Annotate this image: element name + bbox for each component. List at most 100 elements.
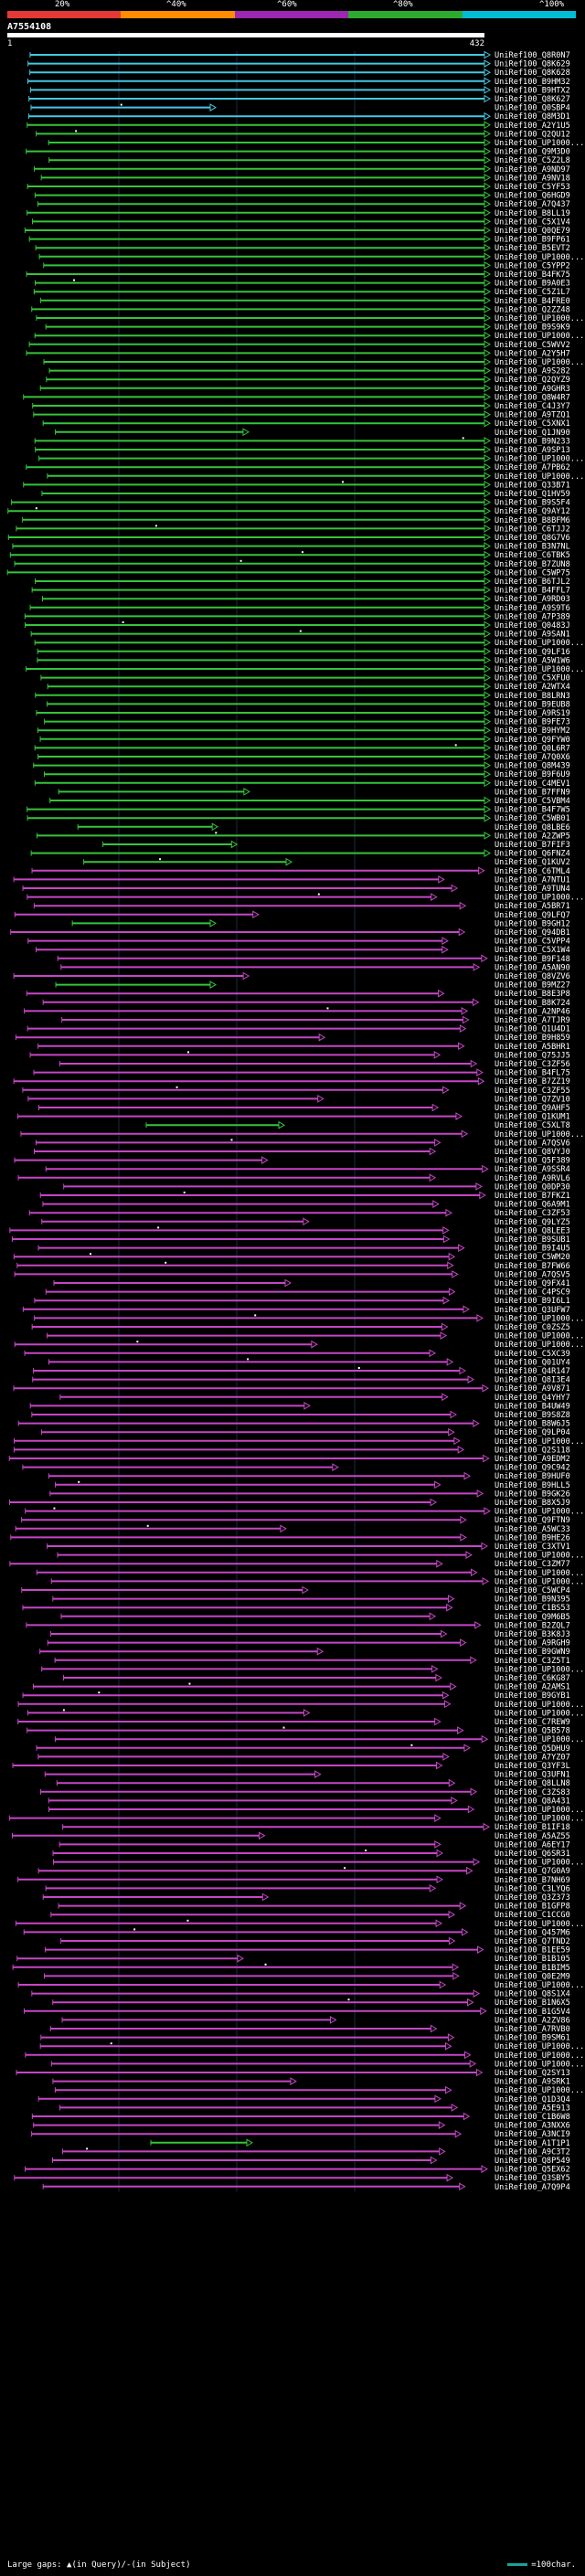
hit-row[interactable]: UniRef100_Q8LEE3 <box>9 1226 570 1235</box>
hit-row[interactable]: UniRef100_A9RS19 <box>36 708 570 718</box>
hit-row[interactable]: UniRef100_A7YZ07 <box>37 1753 570 1762</box>
hit-row[interactable]: UniRef100_Q3SBY5 <box>14 2173 570 2183</box>
hit-row[interactable]: UniRef100_B9SM61 <box>40 2033 570 2043</box>
hit-row[interactable]: UniRef100_C7REW9 <box>17 1717 570 1727</box>
hit-row[interactable]: UniRef100_UP1000... <box>15 1919 584 1929</box>
hit-row[interactable]: UniRef100_Q5EX62 <box>25 2165 570 2175</box>
hit-row[interactable]: UniRef100_Q9C942 <box>22 1463 570 1473</box>
hit-row[interactable]: UniRef100_Q8LLN8 <box>56 1778 570 1788</box>
hit-row[interactable]: UniRef100_Q6SR31 <box>52 1849 570 1859</box>
hit-row[interactable]: UniRef100_Q1HV59 <box>41 489 570 499</box>
hit-row[interactable]: UniRef100_UP1000... <box>25 1507 585 1517</box>
hit-row[interactable]: UniRef100_A6EY17 <box>58 1840 570 1850</box>
hit-row[interactable]: UniRef100_A9C3T2 <box>61 2147 570 2157</box>
hit-row[interactable]: UniRef100_B9HTX2 <box>30 86 570 95</box>
hit-row[interactable]: UniRef100_UP1000... <box>38 252 584 262</box>
hit-row[interactable]: UniRef100_A9ND97 <box>34 164 570 175</box>
hit-row[interactable]: UniRef100_B9HUF0 <box>48 1471 570 1481</box>
hit-row[interactable]: UniRef100_A2Y5H7 <box>26 349 570 358</box>
hit-row[interactable]: UniRef100_Q2ZZ48 <box>31 305 570 314</box>
hit-row[interactable]: UniRef100_UP1000... <box>34 1314 585 1323</box>
hit-row[interactable]: UniRef100_C5XFU0 <box>40 673 570 684</box>
hit-row[interactable]: UniRef100_B9GK26 <box>49 1489 570 1499</box>
hit-row[interactable]: UniRef100_Q1KUV2 <box>83 857 570 867</box>
hit-row[interactable]: UniRef100_B8LL19 <box>27 208 570 218</box>
hit-row[interactable]: UniRef100_Q33B71 <box>23 481 570 490</box>
hit-row[interactable]: UniRef100_Q2QU12 <box>36 130 570 139</box>
hit-row[interactable]: UniRef100_A5W1W6 <box>37 656 570 665</box>
hit-row[interactable]: UniRef100_UP1000... <box>48 1805 585 1815</box>
hit-row[interactable]: UniRef100_C5XLT8 <box>145 1120 570 1130</box>
hit-row[interactable]: UniRef100_Q8R0N7 <box>29 50 570 60</box>
hit-row[interactable]: UniRef100_C5VPP4 <box>27 937 570 947</box>
hit-row[interactable]: UniRef100_C1BS53 <box>22 1603 570 1613</box>
hit-row[interactable]: UniRef100_C5X1W4 <box>36 945 570 955</box>
hit-row[interactable]: UniRef100_B8BFM6 <box>22 515 570 525</box>
hit-row[interactable]: UniRef100_UP1000... <box>57 1551 584 1561</box>
hit-row[interactable]: UniRef100_Q5DHU9 <box>36 1744 570 1754</box>
hit-row[interactable]: UniRef100_B4FK75 <box>26 270 570 280</box>
hit-row[interactable]: UniRef100_Q4R147 <box>33 1366 570 1376</box>
hit-row[interactable]: UniRef100_UP1000... <box>41 1665 585 1674</box>
hit-row[interactable]: UniRef100_UP1000... <box>8 1814 584 1824</box>
hit-row[interactable]: UniRef100_A7QSV6 <box>35 1139 570 1148</box>
hit-row[interactable]: UniRef100_Q457M6 <box>23 1928 570 1937</box>
hit-row[interactable]: UniRef100_Q8S1X4 <box>31 1989 570 1999</box>
hit-row[interactable]: UniRef100_B9HLL5 <box>54 1480 570 1490</box>
hit-row[interactable]: UniRef100_B9S8Z8 <box>31 1410 570 1420</box>
hit-row[interactable]: UniRef100_Q9FTN9 <box>21 1515 570 1525</box>
hit-row[interactable]: UniRef100_Q3UFW7 <box>22 1305 570 1315</box>
hit-row[interactable]: UniRef100_B1EE59 <box>44 1945 570 1956</box>
hit-row[interactable]: UniRef100_A9RGH9 <box>47 1638 570 1648</box>
hit-row[interactable]: UniRef100_B9FE73 <box>44 717 570 727</box>
hit-row[interactable]: UniRef100_C6TBK5 <box>9 550 570 560</box>
hit-row[interactable]: UniRef100_Q9LF16 <box>37 647 570 657</box>
hit-row[interactable]: UniRef100_C5YPP2 <box>43 261 570 270</box>
hit-row[interactable]: UniRef100_Q8I3E4 <box>32 1375 570 1385</box>
hit-row[interactable]: UniRef100_B8E3P8 <box>26 989 570 999</box>
hit-row[interactable]: UniRef100_UP1000... <box>50 2060 584 2069</box>
hit-row[interactable]: UniRef100_C3ZF53 <box>28 1208 570 1218</box>
hit-row[interactable]: UniRef100_B3K8J3 <box>50 1629 570 1639</box>
hit-row[interactable]: UniRef100_UP1000... <box>34 638 584 648</box>
hit-row[interactable]: UniRef100_UP1000... <box>17 1980 584 1990</box>
hit-row[interactable]: UniRef100_Q3YF3L <box>12 1761 570 1771</box>
hit-row[interactable]: UniRef100_Q2SY13 <box>16 2068 570 2078</box>
hit-row[interactable]: UniRef100_C0ZSZ5 <box>31 1322 570 1332</box>
hit-row[interactable]: UniRef100_B1IF18 <box>62 1822 570 1832</box>
hit-row[interactable]: UniRef100_UP1000... <box>38 454 585 464</box>
hit-row[interactable]: UniRef100_B9S9K9 <box>45 323 570 333</box>
hit-row[interactable]: UniRef100_UP1000... <box>47 472 584 482</box>
hit-row[interactable]: UniRef100_C5WP75 <box>6 568 570 578</box>
hit-row[interactable]: UniRef100_A7QSV5 <box>14 1270 570 1279</box>
hit-row[interactable]: UniRef100_A9GHR3 <box>39 384 570 394</box>
hit-row[interactable]: UniRef100_B9F148 <box>57 954 570 964</box>
hit-row[interactable]: UniRef100_A7Q0X6 <box>37 752 570 762</box>
hit-row[interactable]: UniRef100_Q0L6R7 <box>34 744 570 753</box>
hit-row[interactable]: UniRef100_Q6FNZ4 <box>30 849 570 859</box>
hit-row[interactable]: UniRef100_Q9AY12 <box>7 506 570 516</box>
hit-row[interactable]: UniRef100_Q8M3D1 <box>27 111 570 122</box>
hit-row[interactable]: UniRef100_B9SUB1 <box>11 1235 570 1245</box>
hit-row[interactable]: UniRef100_UP1000... <box>34 331 584 341</box>
hit-row[interactable]: UniRef100_Q0DP30 <box>63 1182 570 1192</box>
hit-row[interactable]: UniRef100_A2WTX4 <box>47 682 570 692</box>
hit-row[interactable]: UniRef100_B7ZZ19 <box>13 1076 570 1087</box>
hit-row[interactable]: UniRef100_C6KG87 <box>62 1673 570 1683</box>
hit-row[interactable]: UniRef100_C4PSC9 <box>45 1288 570 1298</box>
hit-row[interactable]: UniRef100_UP1000... <box>14 1340 584 1350</box>
hit-row[interactable]: UniRef100_Q8K629 <box>27 59 570 69</box>
hit-row[interactable]: UniRef100_B9HYM2 <box>37 726 570 736</box>
hit-row[interactable]: UniRef100_Q8LBE6 <box>77 822 570 832</box>
hit-row[interactable]: UniRef100_A7Q9P4 <box>42 2182 570 2192</box>
hit-row[interactable]: UniRef100_C3ZM77 <box>9 1559 570 1569</box>
hit-row[interactable]: UniRef100_A9V871 <box>13 1383 570 1394</box>
hit-row[interactable]: UniRef100_C1B6W8 <box>31 2112 570 2122</box>
hit-row[interactable]: UniRef100_A9SP13 <box>35 445 570 455</box>
hit-row[interactable]: UniRef100_B4FRE0 <box>39 296 570 306</box>
hit-row[interactable]: UniRef100_Q8K628 <box>29 68 570 78</box>
hit-row[interactable]: UniRef100_Q94DB1 <box>10 928 570 938</box>
hit-row[interactable]: UniRef100_C1CCG0 <box>50 1910 570 1920</box>
hit-row[interactable]: UniRef100_A9S282 <box>48 366 570 376</box>
hit-row[interactable]: UniRef100_Q5B578 <box>27 1726 570 1736</box>
